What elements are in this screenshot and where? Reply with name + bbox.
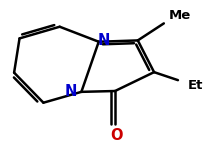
- Text: O: O: [110, 128, 122, 143]
- Text: Et: Et: [188, 79, 203, 92]
- Text: N: N: [65, 84, 77, 99]
- Text: N: N: [98, 33, 110, 48]
- Text: Me: Me: [169, 9, 191, 22]
